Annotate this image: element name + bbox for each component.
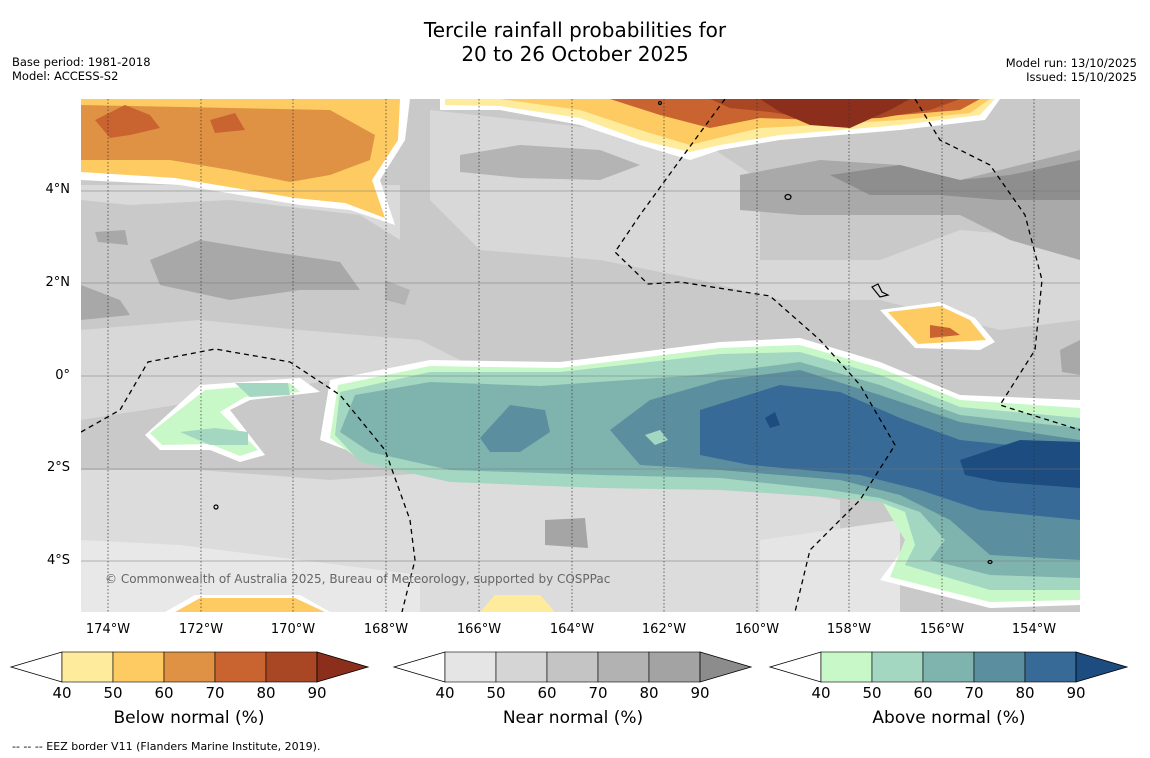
model-name: Model: ACCESS-S2	[12, 69, 119, 83]
patch-dark-8	[385, 280, 410, 305]
legend-below-label: Below normal (%)	[113, 708, 265, 728]
lon-label-168w: 168°W	[363, 622, 409, 637]
above-w-60	[180, 428, 248, 445]
eez-footnote: -- -- -- EEZ border V11 (Flanders Marine…	[12, 740, 321, 753]
above-tick-90: 90	[1066, 684, 1086, 702]
below3-80-region	[930, 325, 960, 338]
lon-label-174w: 174°W	[85, 622, 131, 637]
lon-label-166w: 166°W	[456, 622, 502, 637]
below-80-region-1	[95, 105, 160, 138]
patch-dark-2	[81, 285, 130, 320]
above-w-60b	[235, 383, 290, 397]
legend-above-bar	[768, 651, 1129, 683]
lat-gridlines	[81, 190, 1080, 562]
meta-left: Base period: 1981-2018 Model: ACCESS-S2	[12, 55, 151, 83]
lat-label-0: 0°	[55, 368, 70, 383]
above-main-hole	[645, 430, 668, 445]
lat-label-4s: 4°S	[46, 553, 70, 568]
near-tick-80: 80	[639, 684, 659, 702]
patch-dark-3	[95, 230, 128, 245]
above-tick-80: 80	[1015, 684, 1035, 702]
near-tick-70: 70	[588, 684, 608, 702]
patch-dark-4	[460, 145, 640, 180]
below5-50-region	[480, 595, 555, 612]
copyright-credit: © Commonwealth of Australia 2025, Bureau…	[105, 572, 611, 586]
above-main-90b	[765, 412, 780, 428]
above-main-90	[960, 440, 1080, 488]
below-tick-40: 40	[52, 684, 72, 702]
below-tick-50: 50	[103, 684, 123, 702]
above-tick-70: 70	[964, 684, 984, 702]
lat-label-2s: 2°S	[46, 460, 70, 475]
lon-label-164w: 164°W	[549, 622, 595, 637]
above-w-50	[150, 383, 300, 456]
above-tick-50: 50	[862, 684, 882, 702]
above-tick-60: 60	[913, 684, 933, 702]
islands	[213, 100, 993, 565]
near-tick-50: 50	[486, 684, 506, 702]
base-period: Base period: 1981-2018	[12, 55, 151, 69]
lon-label-158w: 158°W	[826, 622, 872, 637]
legend-near-bar	[392, 651, 753, 683]
below3-60-region	[888, 306, 986, 344]
title-line-1: Tercile rainfall probabilities for	[423, 18, 727, 42]
near-tick-90: 90	[690, 684, 710, 702]
meta-right: Model run: 13/10/2025 Issued: 15/10/2025	[1006, 56, 1137, 84]
model-run: Model run: 13/10/2025	[1005, 56, 1137, 70]
lon-label-172w: 172°W	[178, 622, 224, 637]
title-line-2: 20 to 26 October 2025	[461, 42, 689, 66]
lon-label-154w: 154°W	[1011, 622, 1057, 637]
patch-darkest-1	[830, 160, 1080, 200]
lat-label-2n: 2°N	[45, 275, 71, 290]
map-field	[81, 99, 1080, 612]
near-tick-40: 40	[435, 684, 455, 702]
above-tick-40: 40	[811, 684, 831, 702]
patch-dark-6	[545, 518, 588, 548]
below-80-region-2	[210, 113, 245, 133]
eez-borders	[81, 99, 1080, 612]
legend-above-label: Above normal (%)	[872, 708, 1026, 728]
legend-below-bar	[9, 651, 370, 683]
lon-gridlines	[107, 99, 1035, 612]
eez-line-west	[81, 348, 416, 612]
patch-lighter-2	[760, 520, 900, 612]
chart-title: Tercile rainfall probabilities for 20 to…	[0, 18, 1150, 66]
below2-90-region	[760, 99, 910, 128]
eez-line-east	[914, 99, 1080, 431]
below-tick-60: 60	[154, 684, 174, 702]
below-tick-90: 90	[307, 684, 327, 702]
lon-label-160w: 160°W	[734, 622, 780, 637]
lat-label-4n: 4°N	[45, 182, 71, 197]
lon-label-162w: 162°W	[641, 622, 687, 637]
patch-dark-1	[150, 240, 360, 300]
near-tick-60: 60	[537, 684, 557, 702]
patch-dark-7	[1060, 340, 1080, 375]
patch-lighter-1	[81, 540, 420, 612]
legend-near-label: Near normal (%)	[502, 708, 644, 728]
issued-date: Issued: 15/10/2025	[1026, 70, 1137, 84]
below-tick-80: 80	[256, 684, 276, 702]
above-main-80a	[480, 405, 550, 452]
below-tick-70: 70	[205, 684, 225, 702]
lon-label-156w: 156°W	[919, 622, 965, 637]
patch-light-3	[81, 320, 460, 420]
below4-60-region	[175, 598, 325, 612]
lon-label-170w: 170°W	[270, 622, 316, 637]
